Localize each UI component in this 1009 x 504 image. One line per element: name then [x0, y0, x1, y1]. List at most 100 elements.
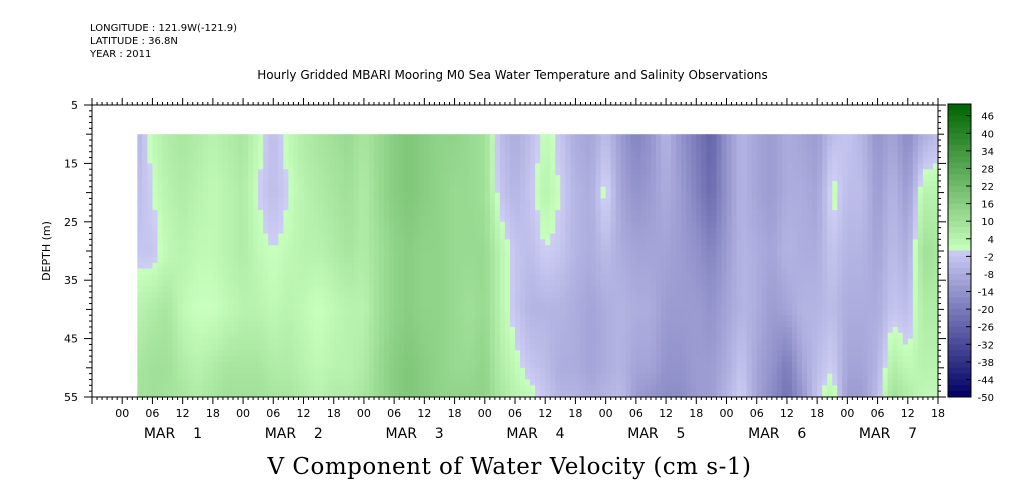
heatmap-cell	[620, 239, 627, 246]
heatmap-cell	[172, 391, 179, 398]
heatmap-cell	[202, 169, 209, 176]
heatmap-cell	[424, 373, 430, 381]
heatmap-cell	[656, 186, 662, 194]
heatmap-cell	[575, 303, 582, 310]
heatmap-cell	[227, 367, 234, 375]
heatmap-cell	[202, 321, 209, 328]
heatmap-cell	[298, 385, 305, 392]
heatmap-cell	[414, 163, 420, 170]
heatmap-cell	[691, 286, 697, 293]
heatmap-cell	[283, 268, 289, 275]
heatmap-cell	[192, 140, 199, 147]
heatmap-cell	[444, 262, 451, 270]
heatmap-cell	[343, 251, 350, 258]
heatmap-cell	[645, 291, 652, 299]
heatmap-cell	[550, 350, 556, 357]
heatmap-cell	[530, 338, 536, 346]
heatmap-cell	[504, 256, 511, 264]
heatmap-cell	[202, 134, 209, 141]
heatmap-cell	[419, 245, 425, 252]
heatmap-cell	[590, 309, 597, 316]
heatmap-cell	[676, 321, 682, 328]
heatmap-cell	[212, 175, 219, 182]
heatmap-cell	[333, 274, 340, 281]
heatmap-cell	[550, 151, 556, 159]
heatmap-cell	[338, 303, 345, 310]
heatmap-cell	[253, 321, 259, 328]
heatmap-cell	[363, 280, 370, 287]
heatmap-cell	[686, 210, 692, 217]
heatmap-cell	[520, 332, 526, 340]
heatmap-cell	[358, 192, 365, 200]
heatmap-cell	[454, 251, 461, 258]
heatmap-cell	[580, 145, 587, 153]
heatmap-cell	[424, 245, 430, 252]
heatmap-cell	[182, 315, 189, 322]
heatmap-cell	[233, 163, 239, 170]
heatmap-cell	[429, 373, 436, 381]
heatmap-cell	[394, 332, 400, 340]
heatmap-cell	[484, 145, 491, 153]
heatmap-cell	[530, 379, 536, 386]
heatmap-cell	[328, 251, 335, 258]
heatmap-cell	[515, 175, 521, 182]
heatmap-cell	[535, 315, 541, 322]
heatmap-cell	[167, 245, 174, 252]
heatmap-cell	[439, 192, 446, 200]
heatmap-cell	[590, 315, 597, 322]
heatmap-cell	[328, 338, 335, 346]
heatmap-cell	[504, 315, 511, 322]
heatmap-cell	[645, 245, 652, 252]
heatmap-cell	[595, 233, 602, 240]
heatmap-cell	[656, 198, 662, 205]
heatmap-cell	[535, 134, 541, 141]
heatmap-cell	[308, 186, 315, 194]
heatmap-cell	[394, 309, 400, 316]
heatmap-cell	[620, 332, 627, 340]
heatmap-cell	[605, 192, 612, 200]
heatmap-cell	[615, 338, 622, 346]
heatmap-cell	[147, 215, 154, 223]
heatmap-cell	[358, 338, 365, 346]
heatmap-cell	[666, 268, 672, 275]
heatmap-cell	[570, 251, 577, 258]
heatmap-cell	[525, 373, 531, 381]
heatmap-cell	[525, 233, 531, 240]
heatmap-cell	[137, 210, 143, 217]
heatmap-cell	[469, 338, 476, 346]
heatmap-cell	[217, 309, 224, 316]
heatmap-cell	[147, 315, 154, 322]
heatmap-cell	[424, 169, 430, 176]
heatmap-cell	[399, 151, 405, 159]
heatmap-cell	[152, 321, 159, 328]
heatmap-cell	[323, 361, 330, 369]
heatmap-cell	[273, 350, 279, 357]
heatmap-cell	[374, 157, 380, 164]
heatmap-cell	[545, 233, 551, 240]
heatmap-cell	[555, 367, 561, 375]
heatmap-cell	[404, 251, 410, 258]
heatmap-cell	[540, 350, 546, 357]
heatmap-cell	[525, 332, 531, 340]
heatmap-cell	[650, 151, 657, 159]
heatmap-cell	[399, 315, 405, 322]
heatmap-cell	[575, 204, 582, 211]
heatmap-cell	[565, 309, 571, 316]
heatmap-cell	[253, 186, 259, 194]
heatmap-cell	[288, 385, 295, 392]
heatmap-cell	[222, 303, 229, 310]
heatmap-cell	[676, 233, 682, 240]
heatmap-cell	[353, 286, 360, 293]
heatmap-cell	[152, 391, 159, 398]
heatmap-cell	[227, 338, 234, 346]
heatmap-cell	[389, 169, 395, 176]
heatmap-cell	[238, 303, 244, 310]
heatmap-cell	[640, 274, 647, 281]
heatmap-cell	[580, 350, 587, 357]
heatmap-cell	[227, 291, 234, 299]
heatmap-cell	[550, 379, 556, 386]
heatmap-cell	[212, 145, 219, 153]
heatmap-cell	[379, 268, 385, 275]
heatmap-cell	[509, 326, 516, 334]
heatmap-cell	[610, 192, 617, 200]
